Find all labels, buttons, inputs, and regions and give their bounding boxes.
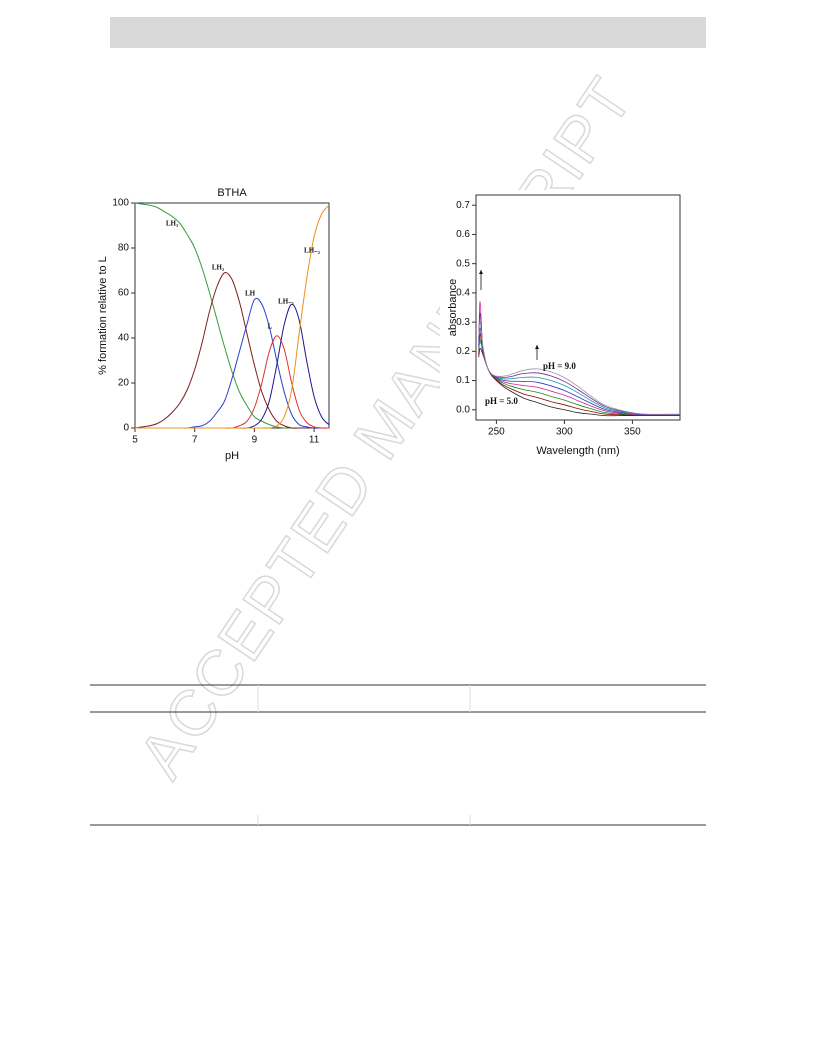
y-tick-label: 0.2 [456,346,470,357]
y-tick-label: 40 [118,333,130,344]
y-tick-label: 0.1 [456,375,470,386]
table-rules [90,684,706,826]
data-line [135,335,330,429]
chart: 5 7 9 11 0 20 40 60 80 100 BTHA pH % formation relat… [97,187,330,462]
x-axis-label: Wavelength (nm) [536,445,619,457]
y-tick-label: 100 [112,198,129,209]
y-tick-label: 0.6 [456,229,470,240]
x-tick-label: 250 [488,427,505,438]
annotation: pH = 9.0 [543,361,576,371]
annotation: pH = 5.0 [485,396,518,406]
data-line [134,272,329,429]
y-tick-label: 0.0 [456,404,470,415]
y-tick-label: 0.7 [456,200,470,211]
data-line [135,303,330,429]
y-tick-label: 80 [118,243,130,254]
series-label: L [268,323,273,331]
plot-frame [475,194,681,421]
series-label: LH₂ [212,264,224,272]
arrow-head [479,270,483,274]
x-tick-label: 11 [309,435,320,446]
series-label: LH₃ [166,220,178,228]
x-tick-label: 350 [624,427,641,438]
header-bar [110,17,706,48]
chart-title: BTHA [217,187,247,199]
y-tick-label: 0.4 [456,288,470,299]
series-label: LH₋₁ [278,298,294,306]
x-tick-label: 300 [556,427,573,438]
chart: 250 300 350 0.0 0.1 0.2 0.3 0.4 0.5 0.6 0.7 Wavelen… [447,194,681,457]
series-label: LH₋₂ [304,247,320,255]
x-tick-label: 5 [132,435,138,446]
arrow-head [535,345,539,349]
y-tick-label: 0.5 [456,258,470,269]
data-line [478,321,681,415]
data-line [134,202,329,429]
y-tick-label: 0 [123,423,129,434]
data-line [135,297,329,429]
x-tick-label: 7 [192,435,198,446]
y-tick-label: 60 [118,288,130,299]
y-tick-label: 20 [118,378,130,389]
x-tick-label: 9 [252,435,258,446]
plot-frame [134,202,330,429]
y-tick-label: 0.3 [456,317,470,328]
x-axis-label: pH [225,450,239,462]
data-line [135,204,330,429]
y-axis-label: % formation relative to L [97,256,109,375]
figure-background [440,190,690,465]
series-label: LH [245,290,256,298]
y-axis-label: absorbance [447,279,459,337]
